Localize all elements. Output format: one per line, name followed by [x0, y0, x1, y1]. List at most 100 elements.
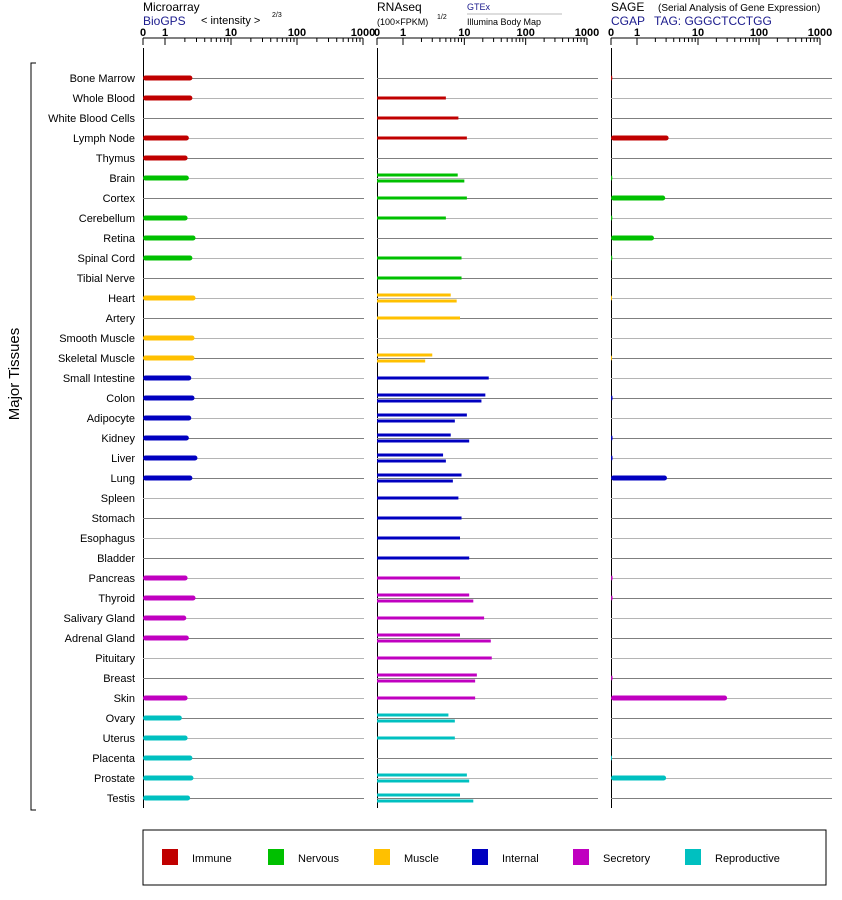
rnaseq-title: RNAseq	[377, 0, 422, 14]
rows-layer: Bone Marrow Whole Blood White Blood Cells L…	[48, 73, 136, 805]
sage-bar	[611, 595, 613, 601]
microarray-bar	[143, 375, 192, 381]
rnaseq-source-gtex: GTEx	[467, 2, 491, 12]
microarray-bar	[143, 355, 195, 361]
rnaseq-bar	[377, 633, 461, 637]
legend-label: Secretory	[603, 853, 651, 865]
y-axis-label: Major Tissues	[6, 328, 23, 421]
legend-item-internal: Internal	[472, 849, 539, 865]
rnaseq-bar	[377, 773, 467, 777]
microarray-bar	[143, 755, 193, 761]
tissue-label: Cortex	[103, 193, 136, 205]
tissue-label: Breast	[103, 673, 135, 685]
rnaseq-bar	[377, 316, 461, 320]
rnaseq-bar	[377, 713, 449, 717]
sage-bar	[611, 195, 666, 201]
rnaseq-bar	[377, 173, 458, 177]
rnaseq-bar	[377, 419, 455, 423]
microarray-bar	[143, 435, 189, 441]
microarray-title: Microarray	[143, 0, 200, 14]
microarray-bar	[143, 175, 189, 181]
rnaseq-bar	[377, 516, 462, 520]
tissue-label: Skeletal Muscle	[58, 353, 135, 365]
tissue-label: Lung	[111, 473, 135, 485]
sage-bar	[611, 475, 667, 481]
microarray-bar	[143, 415, 192, 421]
legend-swatch	[573, 849, 589, 865]
rnaseq-bar	[377, 473, 462, 477]
rnaseq-bar	[377, 216, 446, 220]
tissue-label: Pituitary	[95, 653, 135, 665]
tissue-label: Lymph Node	[73, 133, 135, 145]
rnaseq-bar	[377, 779, 470, 783]
rnaseq-bar	[377, 96, 446, 100]
microarray-bar	[143, 775, 194, 781]
rnaseq-bar	[377, 639, 491, 643]
rnaseq-bar	[377, 256, 462, 260]
microarray-bar	[143, 335, 195, 341]
microarray-tick-label: 10	[225, 27, 237, 39]
legend-item-reproductive: Reproductive	[685, 849, 780, 865]
rnaseq-bar	[377, 656, 492, 660]
sage-bar	[611, 295, 612, 301]
rnaseq-bar	[377, 696, 476, 700]
microarray-bar	[143, 75, 193, 81]
rnaseq-bar	[377, 116, 459, 120]
sage-tick-label: 1000	[808, 27, 832, 39]
legend-swatch	[162, 849, 178, 865]
tissue-label: Bone Marrow	[70, 73, 135, 85]
tissue-label: Skin	[114, 693, 135, 705]
sage-bar	[611, 355, 612, 361]
microarray-tick-label: 1000	[351, 27, 375, 39]
sage-bar	[611, 75, 613, 81]
rnaseq-bar	[377, 793, 461, 797]
rnaseq-bar	[377, 496, 459, 500]
sage-tag: TAG: GGGCTCCTGG	[654, 14, 772, 28]
rnaseq-bar	[377, 673, 477, 677]
tissue-label: Esophagus	[80, 533, 136, 545]
microarray-unit-label: < intensity >	[201, 15, 260, 27]
tissue-label: Prostate	[94, 773, 135, 785]
tissue-label: Placenta	[92, 753, 136, 765]
tissue-label: Heart	[108, 293, 135, 305]
microarray-bar	[143, 255, 193, 261]
microarray-unit-exponent: 2/3	[272, 12, 282, 19]
sage-bar	[611, 215, 613, 221]
tissue-label: Brain	[109, 173, 135, 185]
tissue-label: Bladder	[97, 553, 135, 565]
sage-bar	[611, 235, 655, 241]
rnaseq-bar	[377, 616, 485, 620]
legend-swatch	[472, 849, 488, 865]
legend-label: Reproductive	[715, 853, 780, 865]
sage-bar	[611, 455, 613, 461]
microarray-bar	[143, 635, 189, 641]
rnaseq-bar	[377, 179, 465, 183]
rnaseq-bar	[377, 576, 461, 580]
tissue-label: White Blood Cells	[48, 113, 135, 125]
sage-bar	[611, 755, 612, 761]
tissue-label: Testis	[107, 793, 136, 805]
rnaseq-bar	[377, 359, 426, 363]
microarray-bar	[143, 715, 182, 721]
tissue-label: Liver	[111, 453, 135, 465]
rnaseq-bar	[377, 556, 470, 560]
rnaseq-tick-label: 1000	[575, 27, 599, 39]
tissue-label: Spleen	[101, 493, 135, 505]
microarray-bar	[143, 575, 188, 581]
legend-label: Internal	[502, 853, 539, 865]
tissue-label: Thymus	[96, 153, 136, 165]
rnaseq-bar	[377, 799, 474, 803]
sage-subtitle: (Serial Analysis of Gene Expression)	[658, 3, 820, 14]
microarray-bar	[143, 795, 191, 801]
tissue-label: Ovary	[106, 713, 136, 725]
microarray-bar	[143, 295, 196, 301]
rnaseq-bar	[377, 736, 455, 740]
rnaseq-bar	[377, 599, 474, 603]
tissue-label: Pancreas	[89, 573, 136, 585]
microarray-bar	[143, 595, 196, 601]
microarray-bar	[143, 455, 198, 461]
tissue-label: Stomach	[92, 513, 135, 525]
rnaseq-bar	[377, 136, 467, 140]
microarray-bar	[143, 615, 187, 621]
